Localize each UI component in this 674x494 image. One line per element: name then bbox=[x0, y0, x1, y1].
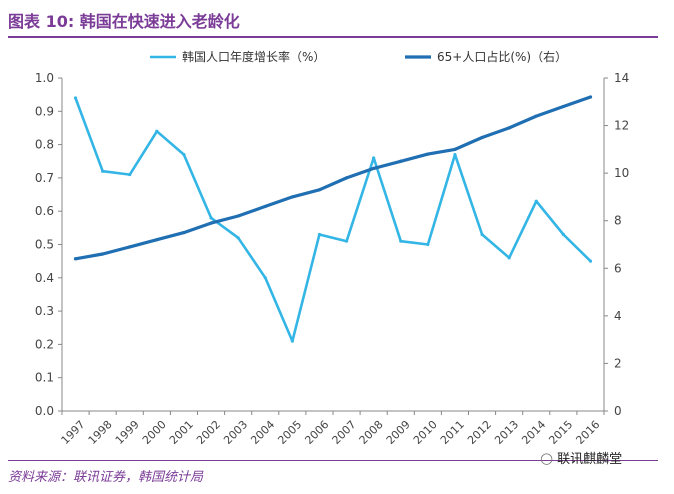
series-line-elderly-share bbox=[73, 95, 593, 261]
data-point bbox=[399, 239, 403, 243]
data-point bbox=[290, 195, 294, 199]
data-point bbox=[317, 232, 322, 237]
left-tick-label: 0.0 bbox=[35, 404, 54, 418]
data-point bbox=[534, 199, 538, 203]
data-point bbox=[480, 232, 484, 237]
chart-title: 图表 10: 韩国在快速进入老龄化 bbox=[8, 12, 240, 31]
data-point bbox=[236, 236, 240, 240]
data-point bbox=[588, 259, 593, 263]
right-tick-label: 10 bbox=[614, 166, 629, 180]
x-tick-label: 2007 bbox=[330, 418, 359, 447]
data-point bbox=[128, 245, 132, 249]
data-point bbox=[73, 96, 78, 100]
right-tick-label: 6 bbox=[614, 261, 622, 275]
x-tick-label: 2004 bbox=[248, 418, 277, 447]
source-note: 资料来源：联讯证券，韩国统计局 bbox=[8, 470, 204, 485]
data-point bbox=[344, 239, 349, 243]
data-point bbox=[344, 176, 349, 180]
series-line-population-growth bbox=[74, 96, 592, 343]
x-tick-label: 2003 bbox=[221, 418, 250, 447]
x-tick-label: 2012 bbox=[465, 418, 494, 447]
left-tick-label: 0.1 bbox=[35, 371, 54, 385]
x-tick-label: 2002 bbox=[194, 418, 223, 447]
title-divider bbox=[8, 36, 658, 38]
right-tick-label: 4 bbox=[614, 309, 622, 323]
x-tick-label: 2001 bbox=[167, 418, 196, 447]
data-point bbox=[372, 156, 376, 160]
data-point bbox=[399, 159, 403, 163]
data-point bbox=[209, 216, 213, 220]
right-tick-label: 14 bbox=[614, 71, 629, 85]
right-tick-label: 8 bbox=[614, 214, 622, 228]
data-point bbox=[561, 232, 565, 237]
watermark-text: 联讯麒麟堂 bbox=[557, 452, 623, 467]
left-tick-label: 0.4 bbox=[35, 271, 54, 285]
left-tick-label: 1.0 bbox=[35, 71, 54, 85]
right-tick-label: 12 bbox=[614, 119, 629, 133]
left-tick-label: 0.7 bbox=[35, 171, 54, 185]
data-point bbox=[317, 188, 322, 192]
x-tick-label: 1999 bbox=[113, 418, 142, 447]
data-point bbox=[155, 129, 159, 133]
left-tick-label: 0.8 bbox=[35, 138, 54, 152]
wechat-icon: ○ bbox=[540, 449, 554, 467]
x-tick-label: 1997 bbox=[59, 418, 88, 447]
left-tick-label: 0.3 bbox=[35, 304, 54, 318]
x-tick-label: 2011 bbox=[438, 418, 467, 447]
x-tick-label: 2014 bbox=[519, 418, 548, 447]
left-tick-label: 0.2 bbox=[35, 337, 54, 351]
right-tick-label: 0 bbox=[614, 404, 622, 418]
x-tick-label: 2000 bbox=[140, 418, 169, 447]
data-point bbox=[182, 152, 186, 157]
data-point bbox=[182, 231, 186, 235]
legend-label: 韩国人口年度增长率（%） bbox=[182, 49, 325, 64]
data-point bbox=[561, 104, 565, 109]
x-tick-label: 2015 bbox=[546, 418, 575, 447]
data-point bbox=[372, 166, 376, 170]
data-point bbox=[155, 238, 159, 242]
x-tick-label: 2010 bbox=[411, 418, 440, 447]
left-tick-label: 0.6 bbox=[35, 204, 54, 218]
x-tick-label: 2006 bbox=[302, 418, 331, 447]
x-tick-label: 2008 bbox=[357, 418, 386, 447]
data-point bbox=[453, 152, 457, 157]
data-point bbox=[128, 172, 132, 177]
data-point bbox=[426, 242, 430, 247]
data-point bbox=[290, 339, 294, 343]
x-tick-label: 2005 bbox=[275, 418, 304, 447]
data-point bbox=[209, 221, 213, 225]
data-point bbox=[588, 95, 593, 99]
data-point bbox=[507, 256, 511, 260]
data-point bbox=[534, 114, 538, 118]
data-point bbox=[480, 135, 484, 140]
data-point bbox=[507, 126, 511, 130]
watermark: ○ 联讯麒麟堂 bbox=[540, 448, 622, 467]
data-point bbox=[263, 276, 267, 280]
x-tick-label: 1998 bbox=[86, 418, 115, 447]
left-tick-label: 0.9 bbox=[35, 104, 54, 118]
data-point bbox=[101, 169, 105, 173]
x-tick-label: 2013 bbox=[492, 418, 521, 447]
data-point bbox=[73, 257, 78, 261]
data-point bbox=[453, 147, 457, 151]
left-tick-label: 0.5 bbox=[35, 238, 54, 252]
data-point bbox=[263, 204, 267, 209]
x-tick-label: 2009 bbox=[384, 418, 413, 447]
right-tick-label: 2 bbox=[614, 356, 622, 370]
legend-label: 65+人口占比(%)（右） bbox=[437, 49, 567, 64]
data-point bbox=[426, 152, 430, 156]
data-point bbox=[101, 252, 105, 256]
footer-divider bbox=[8, 460, 658, 461]
data-point bbox=[236, 214, 240, 218]
x-tick-label: 2016 bbox=[573, 418, 602, 447]
